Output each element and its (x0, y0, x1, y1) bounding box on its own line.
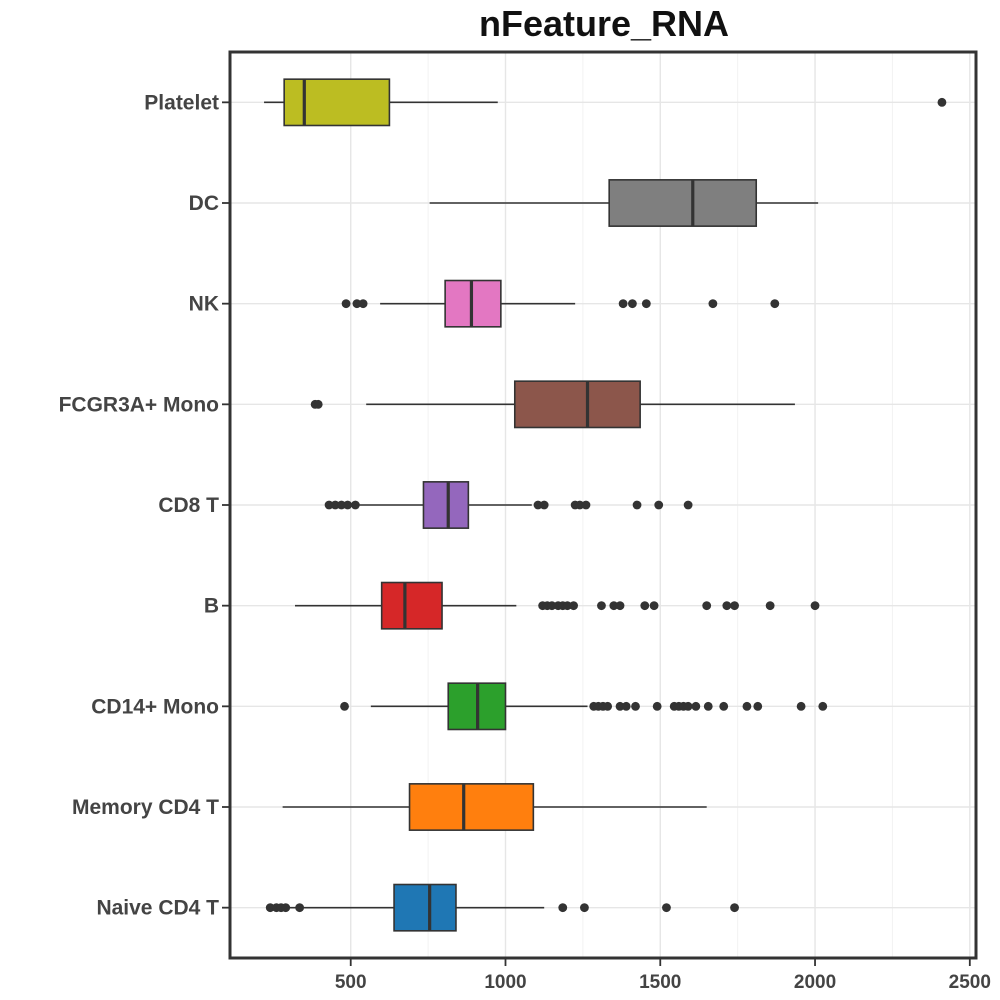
outlier-point (350, 500, 360, 510)
outlier-point (615, 701, 625, 711)
outlier-point (722, 601, 732, 611)
outlier-point (547, 601, 557, 611)
outlier-point (652, 701, 662, 711)
outlier-point (641, 299, 651, 309)
x-tick-label: 1000 (484, 972, 526, 993)
outlier-point (708, 299, 718, 309)
outlier-point (649, 601, 659, 611)
outlier-point (352, 299, 362, 309)
outlier-point (558, 903, 568, 913)
y-tick-label: CD8 T (158, 494, 219, 517)
box-iqr (422, 481, 470, 529)
outlier-point (628, 299, 637, 309)
axes: Naive CD4 T Memory CD4 T CD14+ Mono B CD8 T F… (59, 91, 991, 993)
outlier-point (702, 601, 712, 611)
boxes (283, 78, 758, 932)
outlier-point (770, 299, 780, 309)
outlier-point (609, 601, 619, 611)
outlier-point (691, 701, 701, 711)
outlier-point (313, 399, 323, 409)
outlier-point (742, 701, 752, 711)
y-tick-label: DC (189, 192, 219, 215)
outlier-point (580, 903, 589, 913)
outlier-point (324, 500, 334, 510)
outlier-point (341, 299, 351, 309)
x-tick-label: 500 (335, 972, 367, 993)
outlier-point (937, 97, 947, 107)
outliers (265, 97, 947, 913)
outlier-point (575, 500, 585, 510)
outlier-point (330, 500, 340, 510)
outlier-point (603, 701, 613, 711)
outlier-point (597, 601, 606, 611)
y-tick-label: B (204, 595, 219, 618)
outlier-point (810, 601, 820, 611)
y-tick-label: NK (189, 293, 219, 316)
outlier-point (818, 701, 828, 711)
outlier-point (539, 500, 549, 510)
outlier-point (683, 500, 693, 510)
outlier-point (631, 701, 640, 711)
outlier-point (533, 500, 543, 510)
box-iqr (393, 883, 457, 932)
y-tick-label: Naive CD4 T (96, 897, 219, 920)
outlier-point (358, 299, 368, 309)
outlier-point (615, 601, 625, 611)
outlier-point (719, 701, 729, 711)
box-iqr (608, 179, 758, 227)
x-tick-label: 1500 (639, 972, 681, 993)
outlier-point (621, 701, 631, 711)
outlier-point (632, 500, 642, 510)
outlier-point (654, 500, 664, 510)
y-tick-label: Platelet (144, 91, 219, 114)
outlier-point (265, 903, 275, 913)
outlier-point (618, 299, 628, 309)
outlier-point (337, 500, 346, 510)
outlier-point (581, 500, 591, 510)
chart-title: nFeature_RNA (479, 3, 729, 44)
y-tick-label: FCGR3A+ Mono (59, 393, 219, 416)
outlier-point (683, 701, 693, 711)
outlier-point (730, 601, 739, 611)
outlier-point (765, 601, 775, 611)
outlier-point (730, 903, 739, 913)
outlier-point (662, 903, 671, 913)
outlier-point (295, 903, 305, 913)
y-tick-label: CD14+ Mono (91, 695, 219, 718)
outlier-point (796, 701, 806, 711)
outlier-point (640, 601, 650, 611)
x-tick-label: 2500 (949, 972, 991, 993)
outlier-point (753, 701, 763, 711)
box-iqr (513, 380, 641, 429)
outlier-point (563, 601, 572, 611)
y-tick-label: Memory CD4 T (72, 796, 219, 819)
outlier-point (340, 701, 349, 711)
box-iqr (283, 78, 391, 127)
box-iqr (408, 783, 535, 831)
outlier-point (281, 903, 291, 913)
outlier-point (343, 500, 353, 510)
outlier-point (569, 601, 578, 611)
x-tick-label: 2000 (794, 972, 836, 993)
box-iqr (380, 581, 443, 630)
outlier-point (703, 701, 713, 711)
